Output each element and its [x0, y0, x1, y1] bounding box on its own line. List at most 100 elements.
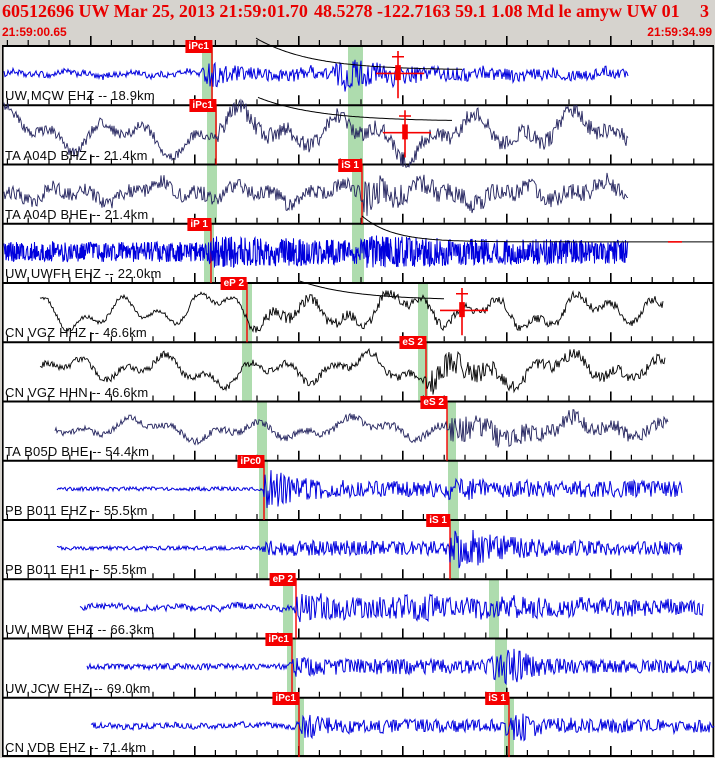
seismogram-trace[interactable] — [39, 347, 666, 395]
phase-pick-label[interactable]: iS 1 — [485, 691, 509, 705]
ruler-minor-tick — [256, 40, 258, 45]
pick-line[interactable] — [449, 519, 451, 580]
ruler-minor-tick — [339, 336, 341, 342]
ruler-minor-tick — [485, 99, 487, 105]
seismogram-trace[interactable] — [86, 648, 711, 686]
ruler-major-tick — [506, 154, 508, 164]
ruler-major-tick — [194, 746, 196, 755]
ruler-minor-tick — [547, 573, 549, 579]
ruler-minor-tick — [485, 40, 487, 45]
ruler-minor-tick — [630, 40, 632, 45]
seismogram-trace[interactable] — [3, 235, 629, 269]
ruler-minor-tick — [485, 277, 487, 282]
ruler-minor-tick — [443, 573, 445, 579]
seismogram-trace[interactable] — [90, 713, 715, 742]
ruler-minor-tick — [27, 691, 29, 697]
coda-marker[interactable] — [383, 110, 431, 158]
ruler-minor-tick — [318, 632, 320, 638]
pick-line[interactable] — [291, 637, 293, 698]
ruler-minor-tick — [152, 514, 154, 519]
coda-marker[interactable] — [376, 51, 424, 99]
ruler-minor-tick — [173, 40, 175, 45]
pick-line[interactable] — [361, 163, 363, 224]
seismogram-trace[interactable] — [3, 98, 629, 168]
phase-pick-label[interactable]: eP 2 — [269, 573, 296, 587]
ruler-minor-tick — [131, 217, 133, 223]
coda-decay-curve — [299, 280, 444, 300]
ruler-minor-tick — [318, 158, 320, 164]
seismogram-trace[interactable] — [3, 172, 629, 216]
ruler-minor-tick — [672, 277, 674, 282]
phase-pick-label[interactable]: eS 2 — [420, 395, 447, 409]
ruler-minor-tick — [6, 454, 8, 460]
pick-line[interactable] — [246, 282, 248, 343]
coda-end-marker[interactable] — [668, 241, 682, 243]
pick-line[interactable] — [298, 696, 300, 757]
phase-pick-label[interactable]: iS 1 — [426, 514, 450, 527]
ruler-minor-tick — [256, 514, 258, 519]
ruler-minor-tick — [672, 454, 674, 460]
ruler-major-tick — [402, 569, 404, 579]
ruler-minor-tick — [27, 217, 29, 223]
ruler-major-tick — [506, 95, 508, 105]
ruler-minor-tick — [69, 217, 71, 223]
phase-pick-label[interactable]: iP 1 — [187, 217, 211, 231]
ruler-major-tick — [90, 510, 92, 519]
phase-pick-label[interactable]: iPc1 — [189, 99, 216, 113]
ruler-minor-tick — [214, 40, 216, 45]
ruler-minor-tick — [651, 277, 653, 282]
ruler-minor-tick — [48, 750, 50, 755]
ruler-minor-tick — [381, 632, 383, 638]
ruler-minor-tick — [256, 158, 258, 164]
pick-line[interactable] — [425, 341, 427, 402]
ruler-major-tick — [90, 450, 92, 460]
ruler-minor-tick — [443, 454, 445, 460]
ruler-minor-tick — [173, 336, 175, 342]
pick-line[interactable] — [215, 104, 217, 165]
phase-pick-label[interactable]: iPc1 — [185, 40, 212, 53]
ruler-minor-tick — [235, 750, 237, 755]
ruler-minor-tick — [48, 573, 50, 579]
station-label: PB B011 EH1 -- 55.5km — [5, 562, 147, 578]
station-label: UW MCW EHZ -- 18.9km — [5, 88, 155, 104]
phase-pick-label[interactable]: iPc1 — [265, 632, 292, 646]
phase-pick-label[interactable]: eS 2 — [399, 336, 426, 350]
ruler-major-tick — [506, 569, 508, 579]
pick-line[interactable] — [446, 400, 448, 461]
ruler-minor-tick — [589, 750, 591, 755]
ruler-minor-tick — [422, 217, 424, 223]
trace-divider — [2, 45, 714, 47]
phase-pick-label[interactable]: eP 2 — [220, 277, 247, 290]
ruler-minor-tick — [630, 158, 632, 164]
ruler-minor-tick — [693, 632, 695, 638]
ruler-minor-tick — [381, 750, 383, 755]
seismogram-trace[interactable] — [56, 529, 683, 569]
seismogram-trace[interactable] — [79, 593, 704, 623]
seismogram-trace[interactable] — [56, 470, 683, 509]
coda-decay-curve — [361, 215, 714, 243]
station-label: UW UWFH EHZ -- 22.0km — [5, 266, 162, 281]
ruler-minor-tick — [360, 217, 362, 223]
ruler-minor-tick — [422, 99, 424, 105]
ruler-major-tick — [90, 569, 92, 579]
ruler-minor-tick — [589, 514, 591, 519]
seismogram-trace[interactable] — [39, 289, 664, 333]
seismogram-trace[interactable] — [54, 409, 669, 448]
coda-marker[interactable] — [440, 288, 488, 336]
ruler-minor-tick — [69, 336, 71, 342]
ruler-major-tick — [402, 628, 404, 638]
ruler-minor-tick — [672, 217, 674, 223]
ruler-minor-tick — [27, 395, 29, 401]
phase-pick-label[interactable]: iPc0 — [237, 454, 264, 468]
seismogram-trace[interactable] — [3, 59, 629, 92]
ruler-minor-tick — [443, 99, 445, 105]
ruler-major-tick — [194, 569, 196, 579]
ruler-minor-tick — [422, 158, 424, 164]
ruler-minor-tick — [131, 691, 133, 697]
ruler-major-tick — [506, 628, 508, 638]
event-hypocenter-magnitude: 48.5278 -122.7163 59.1 1.08 Md le amyw U… — [314, 1, 680, 21]
phase-pick-label[interactable]: iS 1 — [338, 158, 362, 172]
phase-pick-label[interactable]: iPc1 — [272, 691, 299, 705]
ruler-major-tick — [610, 273, 612, 282]
